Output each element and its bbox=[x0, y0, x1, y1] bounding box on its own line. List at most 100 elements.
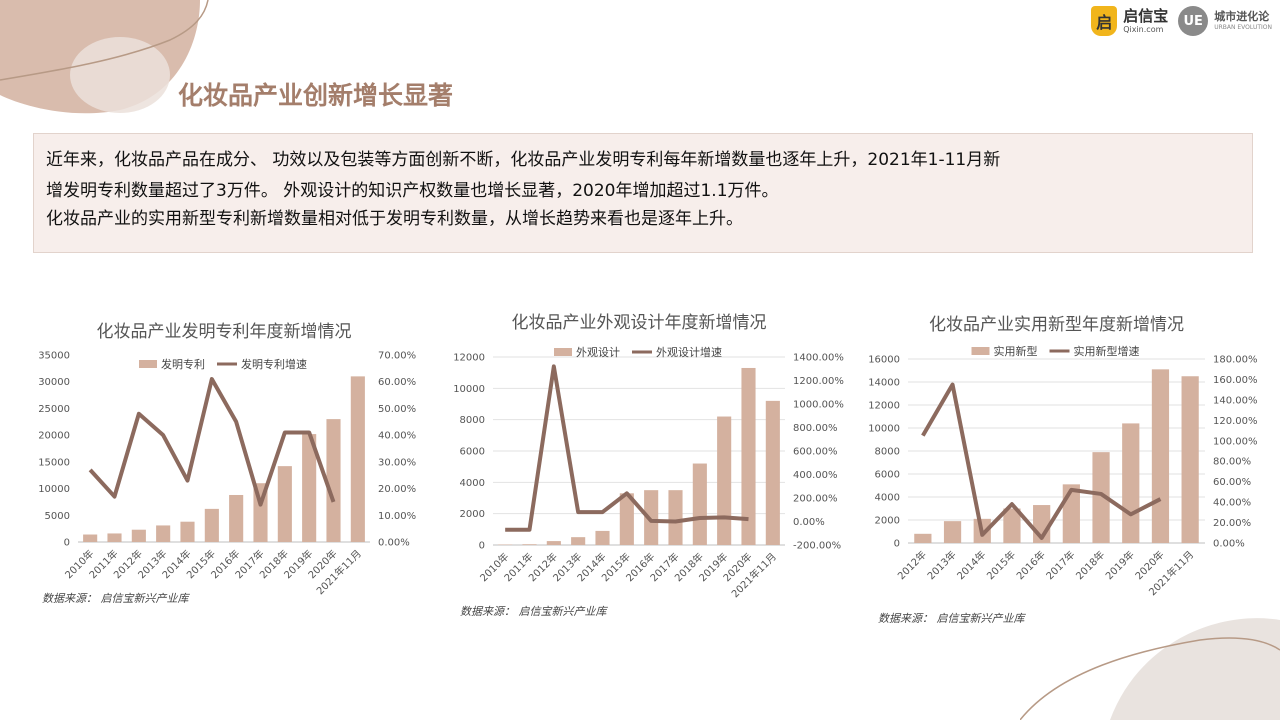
qixin-logo-icon: 启 bbox=[1091, 6, 1118, 36]
right-axis-tick-label: 20.00% bbox=[1213, 518, 1251, 529]
bar bbox=[180, 521, 195, 542]
right-axis-tick-label: 600.00% bbox=[793, 447, 838, 458]
growth-rate-line bbox=[921, 382, 1162, 540]
right-axis-tick-label: 60.00% bbox=[1213, 477, 1251, 488]
left-axis-tick-label: 0 bbox=[894, 539, 900, 550]
x-axis-tick-label: 2014年 bbox=[954, 548, 988, 582]
bar bbox=[914, 533, 932, 543]
left-axis-tick-label: 6000 bbox=[460, 447, 485, 458]
bar bbox=[277, 466, 292, 542]
legend-swatch-bar bbox=[139, 360, 157, 368]
bar bbox=[546, 541, 561, 545]
left-axis-tick-label: 4000 bbox=[875, 493, 900, 504]
left-axis-tick-label: 0 bbox=[479, 541, 485, 552]
chart-design-patents: 化妆品产业外观设计年度新增情况 0 2000 4000 6000 8000 10000 120… bbox=[445, 300, 845, 610]
ue-logo-icon: UE bbox=[1178, 6, 1209, 36]
bar bbox=[943, 521, 962, 543]
right-axis-tick-label: 60.00% bbox=[378, 377, 416, 388]
bar bbox=[571, 537, 586, 545]
x-axis-tick-label: 2012年 bbox=[895, 548, 929, 582]
x-axis-tick-label: 2016年 bbox=[1014, 548, 1048, 582]
right-axis-tick-label: 800.00% bbox=[793, 423, 838, 434]
right-axis-tick-label: 1000.00% bbox=[793, 400, 844, 411]
bar bbox=[350, 376, 365, 542]
left-axis-tick-label: 8000 bbox=[460, 415, 485, 426]
bar bbox=[1003, 508, 1021, 543]
right-axis-tick-label: 80.00% bbox=[1213, 457, 1251, 468]
bar bbox=[302, 434, 317, 542]
bar bbox=[131, 529, 146, 542]
legend-label-line: 实用新型增速 bbox=[1074, 344, 1140, 358]
page-title: 化妆品产业创新增长显著 bbox=[178, 81, 454, 110]
summary-line-3: 化妆品产业的实用新型专利新增数量相对低于发明专利数量，从增长趋势来看也是逐年上升… bbox=[46, 209, 743, 229]
right-axis-tick-label: 50.00% bbox=[378, 404, 416, 415]
right-axis-tick-label: -200.00% bbox=[793, 541, 841, 552]
left-axis-tick-label: 0 bbox=[64, 538, 70, 549]
right-axis-tick-label: 180.00% bbox=[1213, 355, 1258, 366]
source-note-1: 数据来源： 启信宝新兴产业库 bbox=[42, 592, 189, 605]
chart-design-svg: 化妆品产业外观设计年度新增情况 0 2000 4000 6000 8000 10000 120… bbox=[453, 313, 844, 600]
right-axis-tick-label: 30.00% bbox=[378, 457, 416, 468]
chart-invention-patents: 化妆品产业发明专利年度新增情况 0 5000 10000 15000 20000 25000… bbox=[30, 300, 430, 610]
right-axis-tick-label: 200.00% bbox=[793, 494, 838, 505]
bar bbox=[522, 544, 537, 545]
left-axis-tick-label: 25000 bbox=[38, 404, 70, 415]
left-axis-tick-label: 16000 bbox=[868, 355, 900, 366]
left-axis-tick-label: 10000 bbox=[868, 424, 900, 435]
left-axis-tick-label: 20000 bbox=[38, 431, 70, 442]
bar bbox=[107, 533, 122, 542]
bar bbox=[1151, 369, 1170, 543]
right-axis-tick-label: 100.00% bbox=[1213, 436, 1258, 447]
legend-label-bar: 实用新型 bbox=[994, 344, 1038, 358]
bar bbox=[326, 419, 341, 542]
right-axis-tick-label: 40.00% bbox=[378, 431, 416, 442]
legend-label-bar: 发明专利 bbox=[161, 357, 205, 371]
right-axis-tick-label: 20.00% bbox=[378, 484, 416, 495]
right-axis-tick-label: 10.00% bbox=[378, 511, 416, 522]
right-axis-tick-label: 70.00% bbox=[378, 351, 416, 362]
bar bbox=[1181, 376, 1199, 543]
bar bbox=[229, 494, 244, 542]
source-note-2: 数据来源： 启信宝新兴产业库 bbox=[460, 605, 607, 618]
right-axis-tick-label: 120.00% bbox=[1213, 416, 1258, 427]
x-axis-tick-label: 2015年 bbox=[984, 548, 1018, 582]
x-axis-tick-label: 2019年 bbox=[1103, 548, 1137, 582]
left-axis-tick-label: 2000 bbox=[875, 516, 900, 527]
chart-utility-svg: 化妆品产业实用新型年度新增情况 0 2000 4000 6000 8000 10000 120… bbox=[868, 315, 1258, 598]
source-note-3: 数据来源： 启信宝新兴产业库 bbox=[878, 612, 1025, 625]
legend-label-line: 外观设计增速 bbox=[656, 345, 722, 359]
legend-label-bar: 外观设计 bbox=[576, 346, 620, 359]
left-axis-tick-label: 35000 bbox=[38, 351, 70, 362]
left-axis-tick-label: 15000 bbox=[38, 457, 70, 468]
left-axis-tick-label: 10000 bbox=[38, 484, 70, 495]
qixin-logo-en: Qixin.com bbox=[1123, 24, 1164, 34]
chart-title: 化妆品产业发明专利年度新增情况 bbox=[97, 322, 352, 342]
bar bbox=[717, 416, 732, 545]
qixin-logo-cn: 启信宝 bbox=[1123, 6, 1169, 25]
chart-invention-svg: 化妆品产业发明专利年度新增情况 0 5000 10000 15000 20000 25000… bbox=[38, 322, 416, 597]
right-axis-tick-label: 0.00% bbox=[378, 538, 410, 549]
ue-logo-cn: 城市进化论 bbox=[1214, 10, 1270, 23]
x-axis-tick-label: 2017年 bbox=[1043, 548, 1077, 582]
right-axis-tick-label: 1200.00% bbox=[793, 376, 844, 387]
chart-utility-patents: 化妆品产业实用新型年度新增情况 0 2000 4000 6000 8000 10000 120… bbox=[860, 300, 1260, 620]
decorative-bottom-right-shape bbox=[1020, 618, 1280, 720]
left-axis-tick-label: 12000 bbox=[453, 353, 485, 364]
legend-label-line: 发明专利增速 bbox=[241, 357, 307, 371]
left-axis-tick-label: 14000 bbox=[868, 378, 900, 389]
summary-box: 近年来，化妆品产品在成分、 功效以及包装等方面创新不断，化妆品产业发明专利每年新… bbox=[33, 133, 1253, 253]
bar bbox=[156, 525, 171, 542]
bar bbox=[619, 493, 634, 545]
chart-title: 化妆品产业实用新型年度新增情况 bbox=[929, 315, 1184, 335]
chart-title: 化妆品产业外观设计年度新增情况 bbox=[512, 313, 767, 333]
bar bbox=[741, 367, 756, 545]
growth-rate-line bbox=[88, 377, 336, 507]
right-axis-tick-label: 160.00% bbox=[1213, 375, 1258, 386]
left-axis-tick-label: 6000 bbox=[875, 470, 900, 481]
left-axis-tick-label: 5000 bbox=[45, 511, 70, 522]
bar bbox=[668, 490, 683, 545]
x-axis-tick-label: 2018年 bbox=[1073, 548, 1107, 582]
right-axis-tick-label: 0.00% bbox=[793, 517, 825, 528]
left-axis-tick-label: 30000 bbox=[38, 377, 70, 388]
legend-swatch-bar bbox=[554, 348, 572, 356]
